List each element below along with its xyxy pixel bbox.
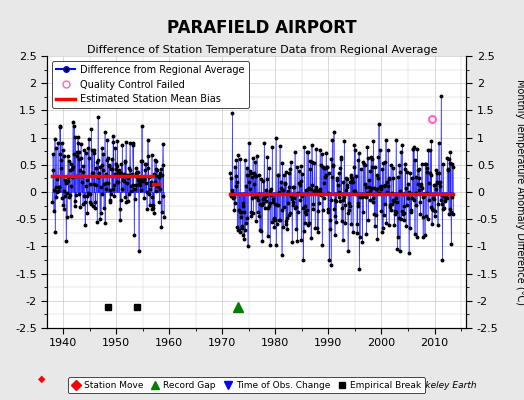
Text: Berkeley Earth: Berkeley Earth [410, 381, 477, 390]
Text: ◆: ◆ [38, 374, 46, 384]
Text: Difference of Station Temperature Data from Regional Average: Difference of Station Temperature Data f… [87, 45, 437, 55]
Text: PARAFIELD AIRPORT: PARAFIELD AIRPORT [167, 19, 357, 37]
Legend: Difference from Regional Average, Quality Control Failed, Estimated Station Mean: Difference from Regional Average, Qualit… [52, 61, 248, 108]
Legend: Station Move, Record Gap, Time of Obs. Change, Empirical Break: Station Move, Record Gap, Time of Obs. C… [68, 377, 425, 394]
Y-axis label: Monthly Temperature Anomaly Difference (°C): Monthly Temperature Anomaly Difference (… [515, 79, 524, 305]
